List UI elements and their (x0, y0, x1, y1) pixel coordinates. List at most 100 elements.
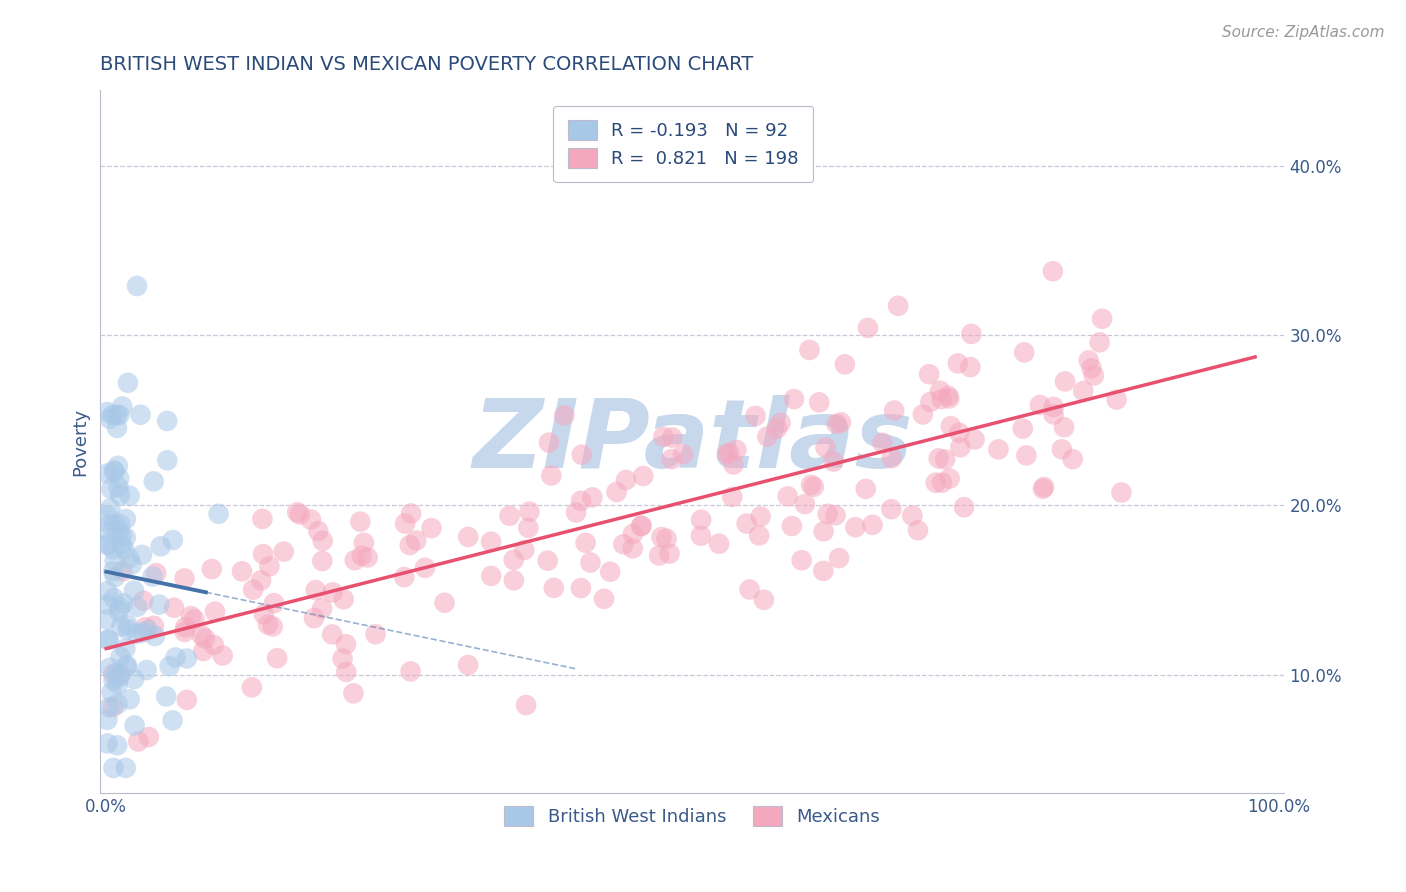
Point (517, 521, 540, 535)
Point (1111, 485, 1133, 500)
Point (115, 512, 138, 526)
Point (960, 326, 983, 341)
Point (108, 600, 131, 615)
Point (599, 565, 621, 579)
Point (98, 411, 121, 425)
Point (1042, 264, 1064, 278)
Point (162, 714, 184, 728)
Point (97, 538, 120, 552)
Point (183, 612, 205, 626)
Point (115, 659, 138, 673)
Point (948, 425, 970, 440)
Point (96, 713, 118, 727)
Point (122, 672, 145, 686)
Point (124, 718, 146, 732)
Point (828, 551, 851, 566)
Point (117, 623, 139, 637)
Point (883, 403, 905, 417)
Point (776, 489, 799, 503)
Point (104, 570, 127, 584)
Point (920, 395, 942, 409)
Point (266, 651, 288, 665)
Point (931, 475, 953, 490)
Point (938, 471, 960, 485)
Point (103, 463, 125, 477)
Point (252, 512, 274, 526)
Point (163, 600, 186, 615)
Point (735, 516, 758, 531)
Point (136, 623, 159, 637)
Point (176, 651, 198, 665)
Point (350, 549, 373, 563)
Point (335, 665, 357, 679)
Point (118, 489, 141, 503)
Point (252, 547, 274, 561)
Point (718, 446, 741, 460)
Point (143, 629, 166, 643)
Point (111, 564, 134, 578)
Point (112, 541, 135, 556)
Point (204, 605, 226, 619)
Point (880, 451, 903, 466)
Point (813, 524, 835, 539)
Point (162, 533, 184, 547)
Point (398, 538, 420, 552)
Point (110, 517, 132, 532)
Point (569, 493, 592, 508)
Point (98, 700, 121, 714)
Point (101, 666, 124, 681)
Point (105, 421, 128, 435)
Point (253, 607, 276, 622)
Point (103, 554, 125, 568)
Point (413, 561, 436, 575)
Point (107, 697, 129, 711)
Point (621, 541, 644, 556)
Point (285, 505, 308, 519)
Point (581, 491, 603, 505)
Point (302, 611, 325, 625)
Point (612, 537, 634, 551)
Point (650, 530, 672, 544)
Point (813, 564, 835, 578)
Point (1071, 384, 1094, 398)
Point (1042, 408, 1064, 422)
Point (305, 583, 328, 598)
Point (721, 490, 744, 504)
Point (938, 392, 960, 406)
Point (1062, 452, 1084, 467)
Point (394, 516, 416, 531)
Point (121, 558, 143, 572)
Point (342, 686, 364, 700)
Point (173, 571, 195, 585)
Point (141, 569, 163, 583)
Point (156, 414, 179, 428)
Point (96, 736, 118, 750)
Point (814, 441, 837, 455)
Point (122, 583, 145, 598)
Point (108, 408, 131, 422)
Point (127, 734, 149, 748)
Point (343, 553, 366, 567)
Point (108, 488, 131, 502)
Point (142, 475, 165, 489)
Point (519, 505, 541, 519)
Point (1088, 335, 1111, 350)
Point (399, 507, 422, 521)
Point (887, 299, 910, 313)
Point (394, 570, 416, 584)
Point (780, 519, 803, 533)
Point (132, 594, 155, 608)
Point (1033, 480, 1056, 494)
Point (129, 408, 152, 422)
Point (114, 641, 136, 656)
Point (633, 469, 655, 483)
Point (931, 392, 953, 406)
Point (138, 730, 160, 744)
Point (96, 467, 118, 481)
Point (311, 533, 333, 548)
Point (96, 584, 118, 599)
Point (142, 619, 165, 633)
Text: ZIPatlas: ZIPatlas (472, 395, 912, 488)
Point (131, 548, 153, 562)
Point (690, 529, 713, 543)
